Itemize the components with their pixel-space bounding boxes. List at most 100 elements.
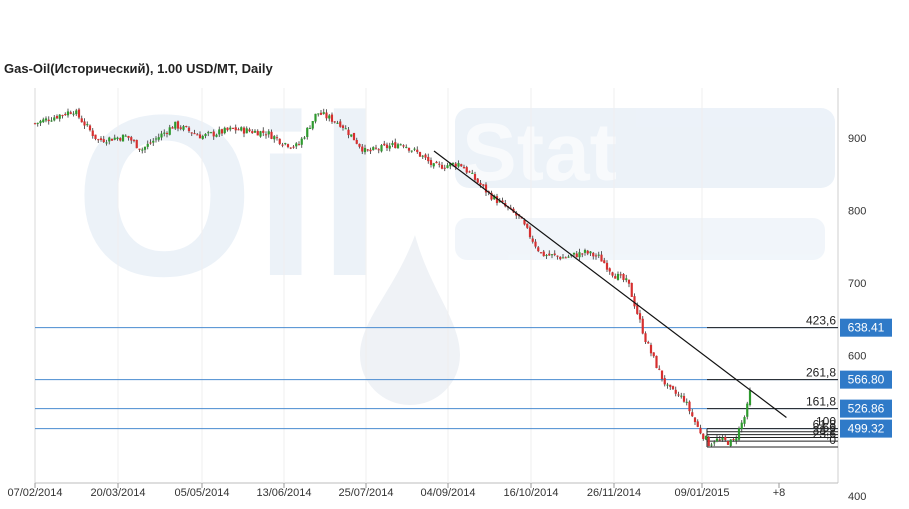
- candle-body: [553, 253, 556, 255]
- candle-body: [36, 122, 39, 124]
- candle-body: [636, 305, 639, 314]
- candle-body: [704, 435, 708, 440]
- candle-body: [578, 252, 581, 258]
- candle-body: [154, 138, 158, 140]
- candle-body: [196, 134, 199, 136]
- candle-body: [658, 368, 661, 370]
- candle-body: [748, 390, 752, 406]
- price-line-label: 526.86: [848, 402, 885, 416]
- candle-body: [608, 268, 611, 272]
- candle-body: [446, 165, 449, 169]
- candle-body: [33, 123, 37, 125]
- watermark-stat-bar: [455, 108, 835, 188]
- candle-body: [539, 252, 543, 254]
- candle-body: [176, 121, 180, 129]
- candle-body: [171, 127, 174, 129]
- candle-body: [726, 441, 730, 445]
- candle-body: [94, 134, 97, 140]
- fib-level-label: 100: [816, 415, 836, 429]
- candle-body: [454, 163, 457, 167]
- candle-body: [69, 112, 72, 114]
- candle-body: [270, 131, 273, 139]
- candle-body: [383, 143, 386, 146]
- candle-body: [416, 149, 419, 152]
- candle-body: [655, 355, 658, 369]
- candle-body: [443, 167, 446, 169]
- candle-body: [44, 118, 48, 121]
- candle-body: [116, 137, 119, 140]
- price-line-label: 499.32: [848, 422, 885, 436]
- candle-body: [278, 138, 281, 144]
- candle-body: [545, 255, 548, 257]
- candle-body: [281, 144, 284, 146]
- fib-level-label: 61,8: [813, 418, 837, 432]
- candle-body: [275, 137, 279, 139]
- candle-body: [157, 137, 160, 140]
- candle-body: [119, 138, 122, 141]
- candle-body: [297, 144, 301, 146]
- candle-body: [724, 436, 727, 440]
- candle-body: [163, 132, 166, 134]
- candle-body: [537, 247, 540, 252]
- candle-body: [80, 118, 83, 123]
- candle-body: [237, 129, 240, 131]
- candle-body: [143, 146, 147, 150]
- trendline[interactable]: [433, 150, 787, 418]
- candle-body: [586, 250, 589, 254]
- candle-body: [619, 274, 622, 276]
- candle-body: [149, 142, 152, 144]
- candle-body: [347, 129, 350, 136]
- candle-body: [273, 136, 276, 140]
- candle-body: [732, 438, 735, 440]
- candle-body: [352, 132, 356, 141]
- fib-level-label: 50: [823, 421, 837, 435]
- candle-body: [685, 401, 688, 403]
- candle-body: [575, 253, 578, 258]
- candle-body: [405, 146, 408, 148]
- candle-body: [91, 130, 94, 137]
- candle-body: [421, 155, 424, 157]
- chart-title: Gas-Oil(Исторический), 1.00 USD/MT, Dail…: [4, 61, 273, 76]
- fib-level-label: 0: [829, 433, 836, 447]
- candle-body: [185, 126, 188, 128]
- candle-body: [490, 192, 493, 200]
- candle-body: [212, 131, 215, 137]
- candle-body: [53, 117, 56, 121]
- candle-body: [146, 143, 149, 147]
- candle-body: [127, 135, 130, 138]
- candle-body: [289, 147, 292, 149]
- candle-body: [47, 119, 50, 122]
- candle-body: [559, 256, 562, 260]
- candle-body: [638, 313, 642, 320]
- candle-body: [83, 121, 86, 126]
- candle-body: [735, 438, 738, 441]
- candle-body: [190, 132, 193, 134]
- candle-body: [660, 370, 664, 379]
- candle-body: [152, 140, 155, 143]
- candle-body: [234, 127, 237, 131]
- candle-body: [240, 127, 243, 131]
- candle-body: [105, 142, 108, 144]
- candle-body: [399, 144, 402, 146]
- watermark-oil: Oil: [75, 67, 382, 324]
- candle-body: [542, 251, 545, 257]
- watermark-bar-2: [455, 218, 825, 260]
- candle-body: [317, 113, 320, 115]
- candle-body: [594, 255, 598, 257]
- candle-body: [295, 143, 298, 147]
- candle-body: [680, 395, 683, 397]
- candle-body: [198, 134, 202, 139]
- candle-body: [319, 112, 323, 115]
- fib-level-label: 161,8: [806, 395, 836, 409]
- candle-body: [699, 427, 702, 434]
- candle-body: [130, 137, 133, 141]
- candle-body: [187, 127, 191, 132]
- candle-body: [344, 128, 347, 130]
- candle-body: [308, 127, 312, 129]
- candle-body: [204, 133, 207, 137]
- candle-body: [677, 394, 680, 396]
- candle-body: [484, 184, 488, 193]
- candle-body: [479, 182, 482, 185]
- watermark-stat: Stat: [462, 107, 617, 198]
- candle-body: [493, 195, 496, 200]
